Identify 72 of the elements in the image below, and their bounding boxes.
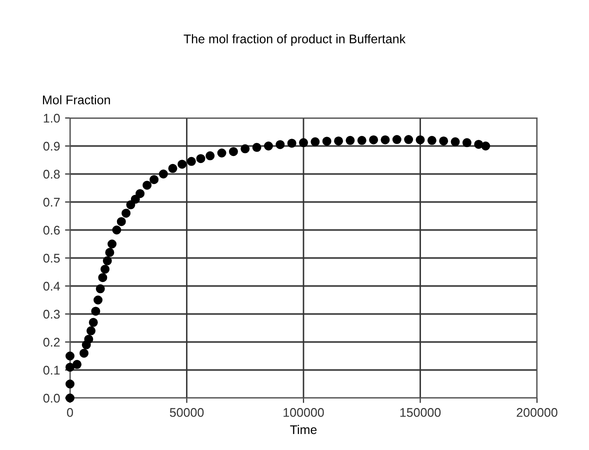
point: [380, 135, 390, 144]
point: [439, 136, 448, 146]
y-axis-title: Mol Fraction: [43, 95, 110, 104]
y-tick-label: 0.9: [43, 142, 60, 151]
point: [186, 156, 196, 166]
x-tick-label: 50000: [170, 408, 204, 417]
chart-title: The mol fraction of product in Buffertank: [184, 34, 406, 46]
point: [66, 352, 74, 360]
point: [80, 348, 89, 358]
point: [287, 138, 296, 148]
point: [84, 334, 94, 344]
point: [91, 306, 100, 316]
point: [130, 194, 140, 204]
point: [264, 142, 273, 150]
point: [98, 273, 108, 282]
point: [142, 180, 152, 190]
point: [150, 175, 159, 184]
point: [322, 136, 332, 146]
y-tick-label: 0.6: [43, 226, 60, 235]
point: [88, 318, 98, 327]
point: [126, 200, 136, 210]
x-tick-label: 100000: [284, 408, 324, 417]
x-tick-label: 150000: [400, 408, 441, 417]
point: [240, 144, 250, 154]
point: [108, 240, 117, 248]
point: [217, 148, 226, 158]
x-axis-title: Time: [290, 424, 317, 434]
point: [136, 189, 145, 198]
y-tick-label: 0.8: [43, 170, 60, 179]
point: [369, 135, 378, 144]
point: [228, 147, 238, 156]
y-tick-label: 0.0: [43, 394, 60, 403]
point: [334, 136, 344, 146]
x-tick-label: 0: [67, 408, 73, 417]
y-tick-label: 1.0: [44, 114, 60, 123]
point: [112, 226, 122, 234]
point: [100, 264, 110, 274]
point: [310, 137, 320, 146]
point: [416, 135, 425, 144]
point: [462, 138, 472, 148]
point: [72, 360, 82, 369]
point: [404, 135, 414, 144]
y-tick-label: 0.5: [43, 254, 60, 263]
point: [96, 284, 105, 294]
point: [450, 137, 460, 146]
y-tick-label: 0.7: [43, 198, 60, 207]
point: [481, 142, 490, 150]
point: [392, 135, 402, 144]
point: [116, 217, 126, 226]
point: [252, 142, 262, 152]
point: [168, 164, 178, 173]
y-tick-label: 0.4: [43, 282, 60, 291]
point: [474, 140, 484, 149]
point: [158, 170, 168, 178]
point: [66, 380, 74, 388]
y-tick-label: 0.1: [43, 366, 60, 375]
point: [105, 248, 114, 257]
point: [427, 136, 436, 145]
point: [122, 208, 131, 218]
y-tick-label: 0.3: [43, 310, 60, 319]
point: [102, 256, 112, 266]
point: [196, 154, 206, 164]
point: [276, 140, 285, 150]
point: [299, 138, 308, 148]
y-tick-label: 0.2: [43, 338, 60, 347]
point: [178, 160, 187, 169]
point: [206, 151, 215, 160]
point: [346, 136, 355, 145]
point: [357, 136, 366, 145]
point: [94, 296, 103, 304]
x-tick-label: 200000: [516, 408, 558, 417]
point: [86, 326, 96, 336]
